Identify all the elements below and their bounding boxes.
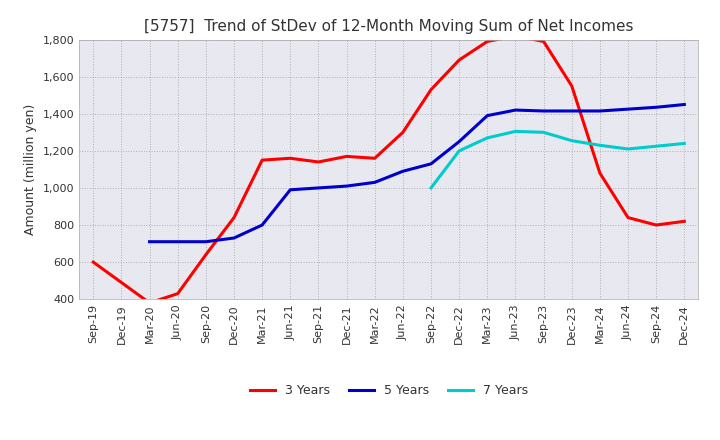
3 Years — [145, 300, 154, 305]
5 Years — [680, 102, 688, 107]
5 Years — [427, 161, 436, 166]
7 Years — [624, 147, 632, 152]
5 Years — [624, 106, 632, 112]
3 Years — [595, 170, 604, 176]
5 Years — [399, 169, 408, 174]
3 Years — [567, 83, 576, 88]
7 Years — [567, 138, 576, 143]
7 Years — [455, 148, 464, 154]
3 Years — [89, 260, 98, 265]
5 Years — [314, 185, 323, 191]
3 Years — [539, 39, 548, 44]
5 Years — [455, 139, 464, 144]
5 Years — [370, 180, 379, 185]
5 Years — [174, 239, 182, 244]
7 Years — [539, 130, 548, 135]
3 Years — [624, 215, 632, 220]
Line: 5 Years: 5 Years — [150, 104, 684, 242]
5 Years — [258, 222, 266, 227]
3 Years — [117, 280, 126, 285]
5 Years — [511, 107, 520, 113]
Y-axis label: Amount (million yen): Amount (million yen) — [24, 104, 37, 235]
3 Years — [370, 156, 379, 161]
5 Years — [145, 239, 154, 244]
7 Years — [427, 185, 436, 191]
3 Years — [483, 39, 492, 44]
7 Years — [511, 129, 520, 134]
Title: [5757]  Trend of StDev of 12-Month Moving Sum of Net Incomes: [5757] Trend of StDev of 12-Month Moving… — [144, 19, 634, 34]
5 Years — [652, 105, 660, 110]
Legend: 3 Years, 5 Years, 7 Years: 3 Years, 5 Years, 7 Years — [245, 379, 533, 402]
3 Years — [342, 154, 351, 159]
3 Years — [314, 159, 323, 165]
5 Years — [595, 108, 604, 114]
7 Years — [595, 143, 604, 148]
5 Years — [230, 235, 238, 241]
Line: 3 Years: 3 Years — [94, 36, 684, 303]
Line: 7 Years: 7 Years — [431, 132, 684, 188]
5 Years — [539, 108, 548, 114]
3 Years — [455, 57, 464, 62]
3 Years — [680, 219, 688, 224]
7 Years — [652, 143, 660, 149]
3 Years — [652, 222, 660, 227]
5 Years — [567, 108, 576, 114]
3 Years — [399, 130, 408, 135]
5 Years — [202, 239, 210, 244]
3 Years — [427, 87, 436, 92]
3 Years — [511, 33, 520, 39]
7 Years — [680, 141, 688, 146]
5 Years — [286, 187, 294, 192]
3 Years — [258, 158, 266, 163]
7 Years — [483, 135, 492, 140]
3 Years — [286, 156, 294, 161]
3 Years — [174, 291, 182, 296]
3 Years — [202, 252, 210, 257]
5 Years — [342, 183, 351, 189]
5 Years — [483, 113, 492, 118]
3 Years — [230, 215, 238, 220]
